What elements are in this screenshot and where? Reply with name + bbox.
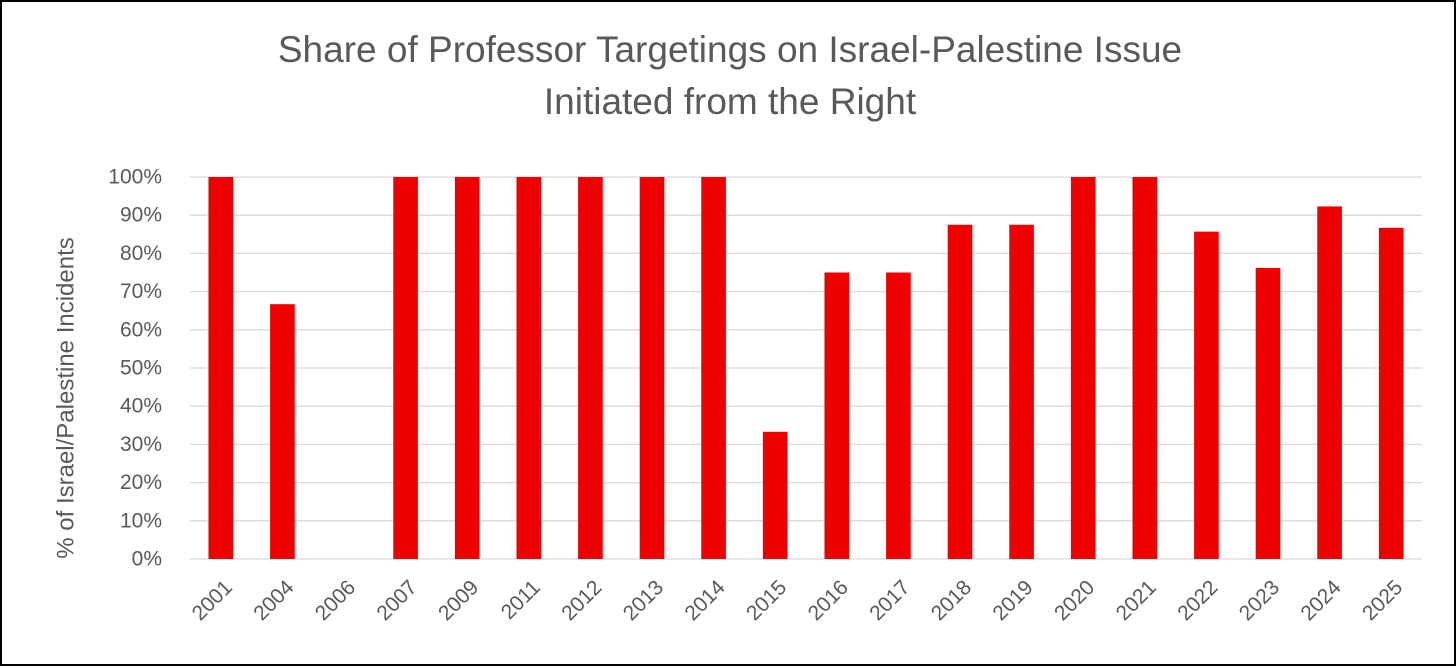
bar-2017 (886, 272, 911, 559)
bar-2015 (762, 431, 788, 559)
x-tick-label: 2001 (188, 576, 237, 625)
x-tick-label: 2004 (249, 576, 299, 626)
bar-2001 (208, 177, 234, 559)
bar-2020 (1070, 177, 1096, 559)
y-tick-label: 100% (108, 166, 162, 189)
gridlines (190, 176, 1422, 560)
chart-title-line-1: Share of Professor Targetings on Israel-… (277, 29, 1183, 70)
y-tick-labels: 0% 10% 20% 30% 40% 50% 60% 70% 80% 90% 100% (108, 166, 162, 571)
x-tick-label: 2009 (434, 576, 483, 625)
y-tick-label: 20% (120, 471, 162, 494)
x-tick-label: 2011 (497, 576, 545, 624)
y-tick-label: 70% (120, 280, 162, 303)
bar-2019 (1009, 224, 1034, 559)
y-tick-label: 60% (120, 318, 162, 341)
chart-title: Share of Professor Targetings on Israel-… (2, 24, 1456, 128)
x-tick-label: 2019 (988, 576, 1037, 625)
x-tick-label: 2025 (1358, 576, 1407, 625)
x-tick-label: 2021 (1112, 576, 1161, 625)
x-tick-label: 2016 (804, 576, 853, 625)
y-tick-label: 40% (120, 395, 162, 418)
bar-2024 (1317, 206, 1342, 559)
chart-title-line-2: Initiated from the Right (543, 81, 917, 122)
x-tick-label: 2024 (1296, 576, 1346, 626)
y-tick-label: 90% (120, 204, 162, 227)
bars (208, 177, 1404, 559)
bar-2007 (393, 177, 418, 559)
x-tick-label: 2007 (372, 576, 421, 625)
y-tick-label: 10% (120, 509, 162, 532)
bar-2025 (1378, 227, 1404, 559)
bar-2014 (701, 177, 726, 559)
bar-2018 (947, 224, 973, 559)
bar-2011 (516, 177, 542, 559)
y-tick-label: 80% (120, 242, 162, 265)
x-tick-label: 2023 (1235, 576, 1284, 625)
x-tick-label: 2018 (927, 576, 976, 625)
x-tick-label: 2017 (865, 576, 914, 625)
bar-2012 (578, 177, 603, 559)
x-tick-label: 2015 (742, 576, 791, 625)
bar-2009 (454, 177, 480, 559)
bar-2016 (824, 272, 850, 559)
x-tick-label: 2006 (311, 576, 360, 625)
y-tick-label: 50% (120, 357, 162, 380)
bar-2013 (639, 177, 665, 559)
y-axis-label: % of Israel/Palestine Incidents (53, 237, 80, 559)
x-tick-label: 2013 (619, 576, 668, 625)
x-tick-labels: 2001 2004 2006 2007 2009 2011 2012 2013 2014 2015… (188, 576, 1408, 626)
x-tick-label: 2014 (680, 576, 730, 626)
x-tick-label: 2020 (1050, 576, 1099, 625)
bar-2022 (1194, 231, 1219, 559)
x-tick-label: 2012 (557, 576, 606, 625)
y-tick-label: 30% (120, 433, 162, 456)
bar-2023 (1255, 267, 1281, 559)
x-tick-label: 2022 (1173, 576, 1222, 625)
bar-2021 (1132, 177, 1158, 559)
y-tick-label: 0% (132, 548, 162, 571)
bar-2004 (270, 304, 295, 559)
